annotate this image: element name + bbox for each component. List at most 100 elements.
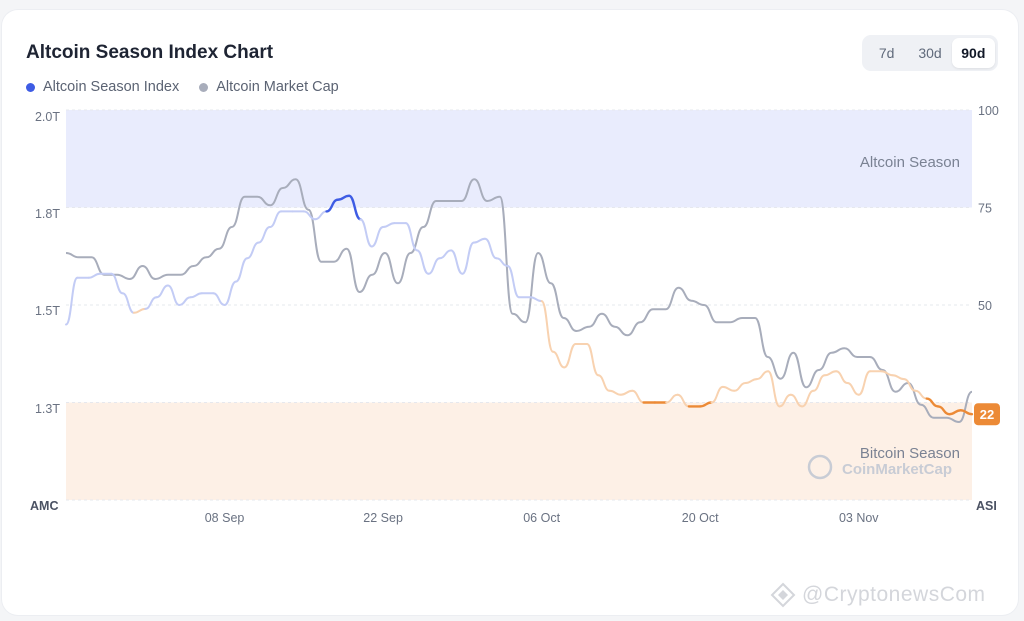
y-right-tick-label: 50 (978, 299, 992, 313)
series-segment-altcoin-season-index (87, 272, 101, 279)
series-segment-altcoin-season-index (755, 370, 770, 381)
coinmarketcap-wordmark: CoinMarketCap (842, 461, 952, 478)
legend-label-index: Altcoin Season Index (43, 79, 180, 95)
y-right-tick-label: 75 (978, 202, 992, 216)
band-label-bitcoin-season: Bitcoin Season (860, 445, 960, 462)
current-value-badge (974, 403, 1000, 426)
series-segment-altcoin-season-index (506, 265, 520, 299)
legend-item-index[interactable]: Altcoin Season Index (26, 79, 179, 95)
x-tick-label: 03 Nov (839, 511, 879, 525)
series-segment-altcoin-season-index (268, 210, 283, 228)
series-segment-altcoin-season-index (110, 272, 124, 295)
series-segment-altcoin-season-index (336, 194, 351, 201)
series-segment-altcoin-season-index (495, 257, 509, 267)
series-segment-altcoin-season-index (314, 210, 328, 221)
series-segment-altcoin-season-index (710, 385, 724, 404)
series-segment-altcoin-season-index (733, 382, 747, 392)
series-segment-altcoin-season-index (189, 292, 203, 299)
legend-item-market-cap[interactable]: Altcoin Market Cap (199, 79, 339, 95)
series-segment-altcoin-season-index (552, 350, 566, 369)
series-segment-altcoin-season-index (880, 370, 894, 377)
chart-legend: Altcoin Season Index Altcoin Market Cap (26, 79, 339, 95)
watermark-text: @CryptonewsCom (802, 583, 986, 606)
series-segment-altcoin-season-index (404, 222, 419, 252)
series-segment-altcoin-season-index (563, 343, 577, 369)
series-segment-altcoin-season-index (234, 257, 249, 283)
band-label-altcoin-season: Altcoin Season (860, 154, 960, 171)
series-segment-altcoin-season-index (347, 194, 362, 221)
series-segment-altcoin-season-index (597, 374, 611, 392)
series-segment-altcoin-season-index (540, 300, 554, 353)
series-segment-altcoin-season-index (461, 241, 475, 275)
series-line-altcoin-market-cap (65, 178, 973, 423)
series-segment-altcoin-season-index (619, 389, 634, 396)
y-left-tick-label: 1.5T (35, 304, 60, 318)
series-segment-altcoin-season-index (178, 296, 192, 306)
y-left-axis-label: AMC (30, 499, 58, 513)
y-right-tick-label: 100 (978, 104, 999, 118)
series-segment-altcoin-season-index (767, 370, 781, 408)
range-7d-button[interactable]: 7d (865, 38, 908, 68)
series-segment-altcoin-season-index (857, 370, 872, 396)
y-left-tick-label: 1.8T (35, 207, 60, 221)
altcoin-season-band (66, 110, 972, 208)
x-tick-label: 20 Oct (682, 511, 719, 525)
series-segment-altcoin-season-index (846, 382, 860, 396)
x-tick-label: 08 Sep (205, 511, 245, 525)
series-segment-altcoin-season-index (778, 393, 792, 408)
series-segment-altcoin-season-index (65, 276, 79, 326)
coinmarketcap-icon (807, 454, 833, 480)
y-left-tick-label: 2.0T (35, 110, 60, 124)
series-segment-altcoin-season-index (155, 284, 169, 299)
series-segment-altcoin-season-index (302, 210, 317, 221)
series-segment-altcoin-season-index (903, 378, 917, 392)
watermark-logo-icon (770, 582, 796, 608)
legend-dot-market-cap-icon (199, 82, 209, 92)
series-segment-altcoin-season-index (631, 389, 645, 404)
watermark: @CryptonewsCom (770, 582, 986, 608)
series-segment-altcoin-season-index (132, 307, 147, 314)
series-segment-altcoin-season-index (472, 237, 486, 244)
series-segment-altcoin-season-index (823, 370, 838, 377)
y-left-tick-label: 1.3T (35, 402, 60, 416)
series-segment-altcoin-season-index (744, 378, 758, 384)
series-segment-altcoin-season-index (427, 257, 441, 275)
range-90d-button[interactable]: 90d (951, 38, 995, 68)
series-segment-altcoin-season-index (699, 401, 713, 408)
x-tick-label: 22 Sep (363, 511, 403, 525)
series-segment-altcoin-season-index (370, 226, 385, 248)
coinmarketcap-logo (807, 454, 833, 480)
time-range-selector: 7d 30d 90d (862, 35, 998, 71)
series-segment-altcoin-season-index (948, 409, 962, 416)
bitcoin-season-band (66, 402, 972, 500)
series-segment-altcoin-season-index (144, 296, 158, 310)
series-segment-altcoin-season-index (835, 370, 849, 384)
series-segment-altcoin-season-index (438, 249, 453, 260)
series-segment-altcoin-season-index (257, 226, 271, 244)
series-segment-altcoin-season-index (450, 249, 464, 275)
series-segment-altcoin-season-index (936, 405, 951, 416)
series-segment-altcoin-season-index (925, 397, 940, 408)
series-segment-altcoin-season-index (586, 343, 600, 377)
series-segment-altcoin-season-index (914, 389, 928, 400)
series-segment-altcoin-season-index (676, 393, 690, 408)
series-segment-altcoin-season-index (801, 389, 815, 408)
range-30d-button[interactable]: 30d (908, 38, 951, 68)
series-segment-altcoin-season-index (325, 198, 339, 213)
series-segment-altcoin-season-index (812, 374, 826, 392)
series-segment-altcoin-season-index (608, 389, 622, 396)
series-segment-altcoin-season-index (212, 292, 226, 306)
series-segment-altcoin-season-index (529, 296, 543, 303)
series-segment-altcoin-season-index (223, 280, 237, 306)
y-right-axis-label: ASI (976, 499, 997, 513)
series-segment-altcoin-season-index (789, 393, 804, 408)
legend-dot-index-icon (26, 82, 35, 92)
series-segment-altcoin-season-index (891, 374, 905, 381)
series-segment-altcoin-season-index (665, 393, 679, 404)
page-title: Altcoin Season Index Chart (26, 42, 274, 63)
legend-label-market-cap: Altcoin Market Cap (216, 79, 339, 95)
x-tick-label: 06 Oct (523, 511, 560, 525)
series-segment-altcoin-season-index (382, 222, 396, 228)
series-segment-altcoin-season-index (246, 241, 260, 260)
series-segment-altcoin-season-index (484, 237, 498, 260)
